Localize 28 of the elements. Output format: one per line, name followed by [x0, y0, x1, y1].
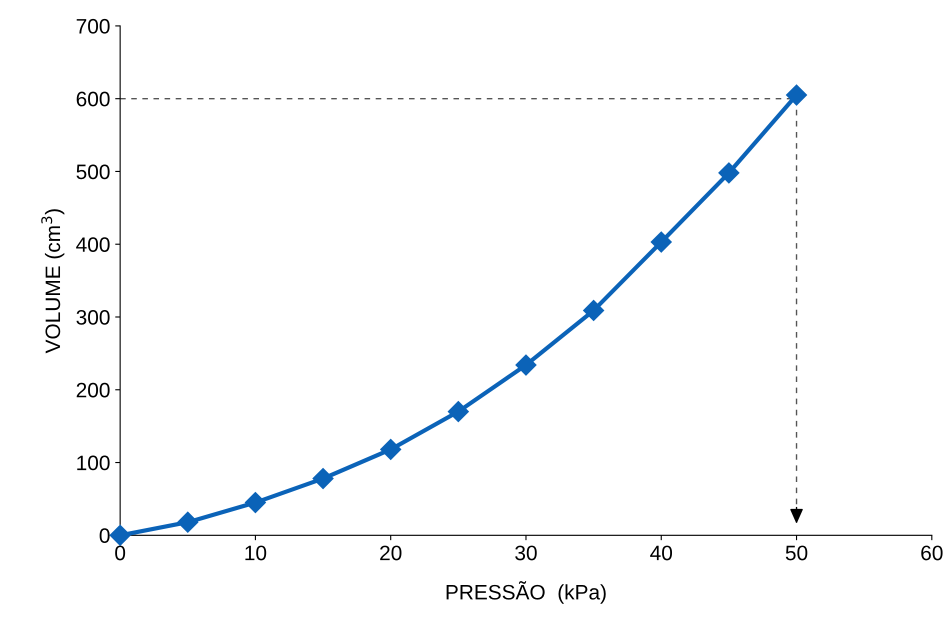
y-tick-label: 100 [77, 456, 110, 470]
point [448, 401, 469, 422]
point [380, 438, 402, 460]
point [786, 84, 808, 106]
x-tick-label: 40 [650, 546, 672, 560]
y-tick-label: 400 [76, 237, 110, 252]
x-axis-title: PRESSÃO (kPa) [446, 581, 606, 604]
x-tick-label: 60 [921, 546, 943, 560]
y-tick-label: 0 [100, 528, 110, 544]
point [312, 468, 334, 490]
y-tick-label: 600 [76, 92, 110, 106]
point [583, 300, 604, 321]
y-axis-title: VOLUME (cm$^{3}$) [41, 209, 64, 354]
x-tick-label: 30 [515, 546, 537, 560]
point [177, 512, 198, 533]
point [650, 232, 672, 253]
y-tick-label: 200 [76, 382, 110, 398]
x-tick-label: 50 [786, 546, 808, 560]
x-tick-label: 10 [245, 546, 266, 560]
y-tick-label: 300 [76, 310, 110, 325]
y-tick-label: 500 [76, 164, 110, 180]
point [244, 492, 266, 514]
y-tick-label: 700 [76, 18, 110, 34]
x-tick-label: 0 [115, 546, 126, 560]
point [515, 354, 536, 376]
x-tick-label: 20 [380, 546, 402, 560]
point [718, 162, 740, 184]
point [110, 524, 131, 546]
